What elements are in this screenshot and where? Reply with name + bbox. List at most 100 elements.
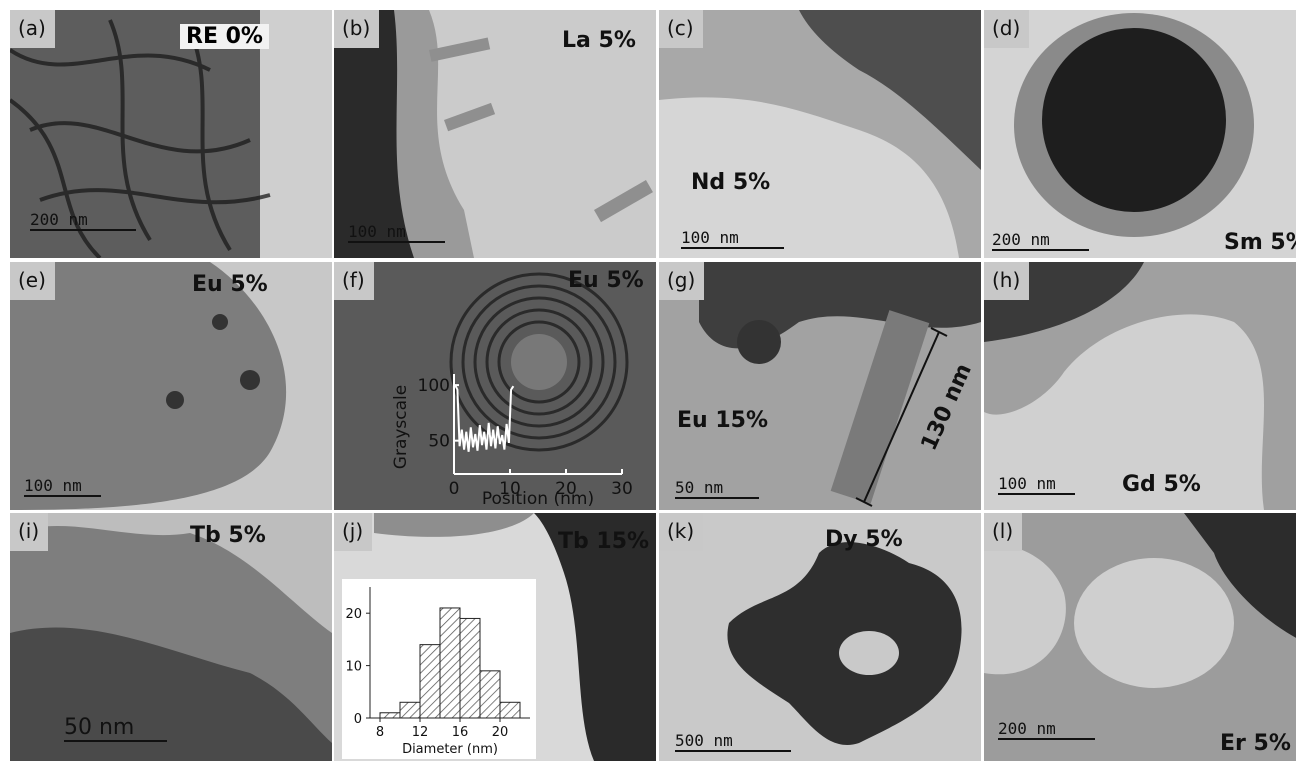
scale-label: 50 nm [64,715,135,740]
y-tick-label: 100 [418,376,450,396]
scale-bar: 100 nm [24,476,101,497]
tem-image-d [984,10,1296,258]
x-tick-label: 0 [449,479,460,499]
scale-bar: 200 nm [992,230,1089,251]
diameter-histogram-inset: 8 12 16 20 0 10 20 Diameter (nm) [342,579,536,759]
panel-g: (g) Eu 15% 130 nm 50 nm [659,262,981,510]
scale-line [30,229,136,231]
y-tick-label: 10 [345,660,362,675]
tem-image-k [659,513,981,761]
scale-bar: 100 nm [998,474,1075,495]
scale-label: 200 nm [998,719,1056,738]
scale-line [24,495,101,497]
sample-label: La 5% [562,28,636,53]
y-tick-label: 50 [428,432,450,452]
x-axis-label: Diameter (nm) [402,742,498,757]
histogram-bar [459,617,481,719]
panel-label: (i) [10,513,49,551]
histogram-bar [399,701,421,719]
panel-j: (j) Tb 15% 8 12 16 20 0 10 20 Diameter (nm) [334,513,656,761]
panel-h: (h) Gd 5% 100 nm [984,262,1296,510]
x-tick-label: 10 [499,479,521,499]
tem-image-b [334,10,656,258]
scale-line [681,247,784,249]
tem-image-a [10,10,332,258]
scale-label: 500 nm [675,731,733,750]
tem-image-e [10,262,332,510]
scale-label: 50 nm [675,478,724,497]
panel-label: (c) [659,10,703,48]
panel-i: (i) Tb 5% 50 nm [10,513,332,761]
tem-image-c [659,10,981,258]
panel-e: (e) Eu 5% 100 nm [10,262,332,510]
panel-label: (k) [659,513,704,551]
x-axis-label: Position (nm) [482,489,594,509]
panel-label: (g) [659,262,705,300]
panel-d: (d) Sm 5% 200 nm [984,10,1296,258]
histogram-bar [499,701,521,719]
grayscale-profile-inset: 0 10 20 30 100 50 Grayscale Position (nm) [391,374,633,509]
tem-image-l [984,513,1296,761]
sample-label: Sm 5% [1224,230,1296,255]
grayscale-profile-line [454,384,515,452]
x-tick-label: 20 [555,479,577,499]
y-tick-label: 0 [354,712,362,727]
scale-label: 200 nm [30,210,88,229]
x-tick-label: 16 [452,725,469,740]
scale-bar: 200 nm [30,210,136,231]
scale-label: 100 nm [681,228,739,247]
scale-line [998,738,1095,740]
scale-line [64,740,167,742]
sample-label: Eu 15% [677,408,769,433]
scale-line [992,249,1089,251]
panel-l: (l) Er 5% 200 nm [984,513,1296,761]
scale-bar: 100 nm [348,222,445,243]
sample-label: Dy 5% [825,527,903,552]
histogram-bar [439,607,461,719]
scale-line [675,497,759,499]
y-tick-label: 20 [345,607,362,622]
panel-label: (b) [334,10,380,48]
panel-label: (a) [10,10,55,48]
scale-bar: 50 nm [675,478,759,499]
scale-bar: 50 nm [64,715,167,742]
tem-image-f [334,262,656,510]
panel-b: (b) La 5% 100 nm [334,10,656,258]
sample-label: Tb 5% [190,523,266,548]
sample-label: RE 0% [180,24,269,49]
panel-label: (d) [984,10,1030,48]
histogram-bar [479,670,501,719]
y-axis-label: Grayscale [391,385,411,469]
sample-label: Eu 5% [568,268,644,293]
x-tick-label: 8 [376,725,384,740]
sample-label: Eu 5% [192,272,268,297]
tem-image-i [10,513,332,761]
panel-k: (k) Dy 5% 500 nm [659,513,981,761]
panel-label: (e) [10,262,55,300]
scale-label: 100 nm [998,474,1056,493]
sample-label: Er 5% [1220,731,1291,756]
scale-label: 100 nm [348,222,406,241]
length-label: 130 nm [917,360,977,454]
panel-label: (j) [334,513,373,551]
histogram-bar [379,712,401,719]
x-tick-label: 20 [492,725,509,740]
tem-image-g [659,262,981,510]
panel-label: (l) [984,513,1023,551]
panel-label: (h) [984,262,1030,300]
length-marker: 130 nm [855,327,977,507]
panel-label: (f) [334,262,374,300]
sample-label: Nd 5% [691,170,771,195]
sample-label: Tb 15% [558,529,650,554]
scale-label: 200 nm [992,230,1050,249]
panel-a: (a) RE 0% 200 nm [10,10,332,258]
scale-bar: 100 nm [681,228,784,249]
scale-line [998,493,1075,495]
sample-label: Gd 5% [1122,472,1201,497]
scale-label: 100 nm [24,476,82,495]
x-tick-label: 30 [611,479,633,499]
x-tick-label: 12 [412,725,429,740]
scale-line [675,750,791,752]
histogram-bar [419,644,441,719]
